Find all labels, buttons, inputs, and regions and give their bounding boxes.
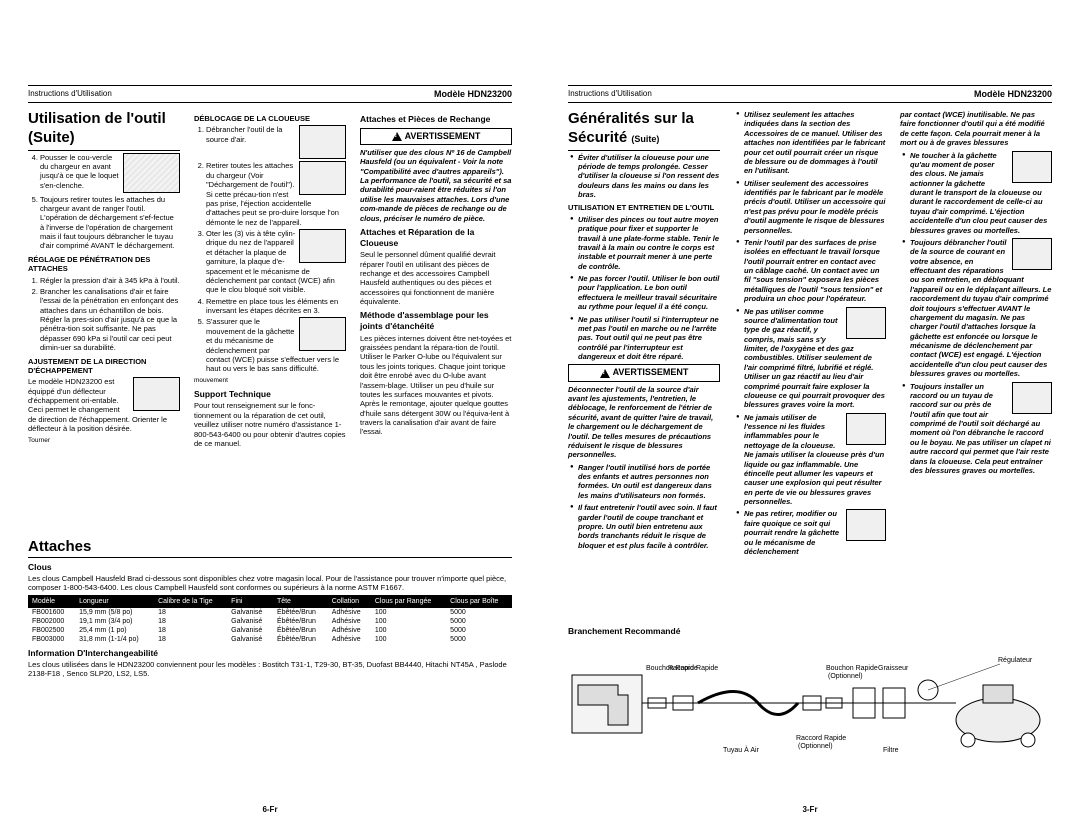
b5: Ranger l'outil inutilisé hors de portée … (578, 463, 720, 501)
branch-section: Branchement Recommandé Bouchon Rapide Ra… (568, 626, 1052, 780)
b12c: par contact (WCE) inutilisable. Ne pas f… (900, 110, 1052, 148)
h4-unjam: DÉBLOCAGE DE LA CLOUEUSE (194, 114, 346, 123)
svg-text:(Optionnel): (Optionnel) (828, 673, 863, 680)
clous-text: Les clous Campbell Hausfeld Brad ci-dess… (28, 574, 512, 592)
table-header: Tête (273, 595, 328, 608)
b2: Utiliser des pinces ou tout autre moyen … (578, 215, 720, 271)
title-safety-b: (Suite) (631, 134, 659, 144)
h3-parts: Attaches et Pièces de Rechange (360, 114, 512, 125)
ill-unjam1-icon (299, 125, 346, 159)
b14: Toujours débrancher l'outil de la source… (910, 238, 1052, 379)
b11: Ne jamais utiliser de l'essence ni les f… (744, 413, 886, 507)
right-content: Généralités sur la Sécurité (Suite) Évit… (568, 110, 1052, 620)
branch-title: Branchement Recommandé (568, 626, 1052, 636)
h4-penetration: RÉGLAGE DE PÉNÉTRATION DES ATTACHES (28, 255, 180, 274)
b7: Utilisez seulement les attaches indiquée… (744, 110, 886, 176)
mov-label: mouvement (194, 377, 346, 385)
b8: Utiliser seulement des accessoires ident… (744, 179, 886, 235)
h3-compat: Information D'Interchangeabilité (28, 648, 512, 658)
b3: Ne pas forcer l'outil. Utiliser le bon o… (578, 274, 720, 312)
svg-text:(Optionnel): (Optionnel) (798, 743, 833, 750)
svg-text:Graisseur: Graisseur (878, 665, 909, 672)
warning-icon-2 (600, 369, 610, 378)
step-5: Toujours retirer toutes les attaches du … (40, 195, 180, 251)
instructions-label-r: Instructions d'Utilisation (568, 89, 652, 99)
warning-box-1: AVERTISSEMENT (360, 128, 512, 145)
db-4: Remettre en place tous les éléments en i… (206, 297, 346, 316)
h3-joints: Méthode d'assemblage pour les joints d'é… (360, 310, 512, 331)
table-header: Fini (227, 595, 273, 608)
svg-text:Raccord Rapide: Raccord Rapide (796, 735, 846, 742)
support-text: Pour tout renseignement sur le fonc-tion… (194, 401, 346, 448)
table-header: Calibre de la Tige (154, 595, 227, 608)
pen-1: Régler la pression d'air à 345 kPa à l'o… (40, 276, 180, 285)
left-content: Utilisation de l'outil (Suite) Pousser l… (28, 110, 512, 530)
svg-text:Régulateur: Régulateur (998, 657, 1033, 664)
b10: Ne pas utiliser comme source d'alimentat… (744, 307, 886, 410)
repair-text: Seul le personnel dûment qualifié devrai… (360, 250, 512, 306)
table-header: Modèle (28, 595, 75, 608)
title-safety: Généralités sur la Sécurité (Suite) (568, 110, 720, 151)
model-label-r: Modèle HDN23200 (974, 89, 1052, 99)
b12: Ne pas retirer, modifier ou faire quoiqu… (744, 509, 886, 556)
instructions-label: Instructions d'Utilisation (28, 89, 112, 99)
table-header: Clous par Rangée (371, 595, 446, 608)
pen-2: Brancher les canalisations d'air et fair… (40, 287, 180, 353)
table-row: FB00200019,1 mm (3/4 po)18GalvaniséÉbêté… (28, 617, 512, 626)
warning-box-2: AVERTISSEMENT (568, 364, 720, 381)
ill-magazine-icon (123, 153, 180, 193)
svg-text:Filtre: Filtre (883, 747, 899, 754)
header-row-r: Instructions d'Utilisation Modèle HDN232… (568, 85, 1052, 103)
h3-clous: Clous (28, 562, 512, 572)
svg-text:Raccord Rapide: Raccord Rapide (668, 665, 718, 672)
compat-text: Les clous utilisées dans le HDN23200 con… (28, 660, 512, 678)
title-utilisation-a: Utilisation de l'outil (28, 110, 166, 127)
h4-use: UTILISATION ET ENTRETIEN DE L'OUTIL (568, 203, 720, 212)
warn2-text: Déconnecter l'outil de la source d'air a… (568, 385, 720, 460)
b6: Il faut entretenir l'outil avec soin. Il… (578, 503, 720, 550)
branch-diagram: Bouchon Rapide Raccord Rapide Tuyau À Ai… (568, 640, 1052, 780)
title-utilisation: Utilisation de l'outil (Suite) (28, 110, 180, 151)
page-right: Instructions d'Utilisation Modèle HDN232… (540, 0, 1080, 834)
warning-label: AVERTISSEMENT (405, 131, 481, 142)
warning-icon (392, 132, 402, 141)
pagenum-left: 6-Fr (262, 805, 277, 814)
title-attaches: Attaches (28, 538, 512, 558)
title-utilisation-b: (Suite) (28, 129, 75, 146)
ill-unjam2-icon (299, 161, 346, 195)
ill-unjam4-icon (299, 317, 346, 351)
table-header: Collation (328, 595, 371, 608)
b1: Éviter d'utiliser la cloueuse pour une p… (578, 153, 720, 200)
svg-text:Tuyau À Air: Tuyau À Air (723, 745, 760, 754)
h3-repair: Attaches et Réparation de la Cloueuse (360, 227, 512, 248)
table-header: Longueur (75, 595, 154, 608)
turn-label: Tourner (28, 437, 180, 445)
ill-exhaust-icon (133, 377, 180, 411)
warn1-text: N'utiliser que des clous Nº 16 de Campbe… (360, 148, 512, 223)
warning-label-2: AVERTISSEMENT (613, 367, 689, 378)
table-row: FB00160015,9 mm (5/8 po)18GalvaniséÉbêté… (28, 608, 512, 617)
b9: Tenir l'outil par des surfaces de prise … (744, 238, 886, 304)
model-label: Modèle HDN23200 (434, 89, 512, 99)
svg-text:Bouchon Rapide: Bouchon Rapide (826, 665, 878, 672)
h4-exhaust: AJUSTEMENT DE LA DIRECTION D'ÉCHAPPEMENT (28, 357, 180, 376)
ill-unjam3-icon (299, 229, 346, 263)
b4: Ne pas utiliser l'outil si l'interrupteu… (578, 315, 720, 362)
nails-table: ModèleLongueurCalibre de la TigeFiniTête… (28, 595, 512, 644)
attaches-section: Attaches Clous Les clous Campbell Hausfe… (28, 538, 512, 678)
page-left: Instructions d'Utilisation Modèle HDN232… (0, 0, 540, 834)
table-row: FB00250025,4 mm (1 po)18GalvaniséÉbêtée/… (28, 626, 512, 635)
b15: Toujours installer un raccord ou un tuya… (910, 382, 1052, 476)
header-row: Instructions d'Utilisation Modèle HDN232… (28, 85, 512, 103)
table-header: Clous par Boîte (446, 595, 512, 608)
pagenum-right: 3-Fr (802, 805, 817, 814)
joints-text: Les pièces internes doivent être net-toy… (360, 334, 512, 437)
h3-support: Support Technique (194, 389, 346, 400)
b13: Ne toucher à la gâchette qu'au moment de… (910, 151, 1052, 235)
table-row: FB00300031,8 mm (1-1/4 po)18GalvaniséÉbê… (28, 635, 512, 644)
